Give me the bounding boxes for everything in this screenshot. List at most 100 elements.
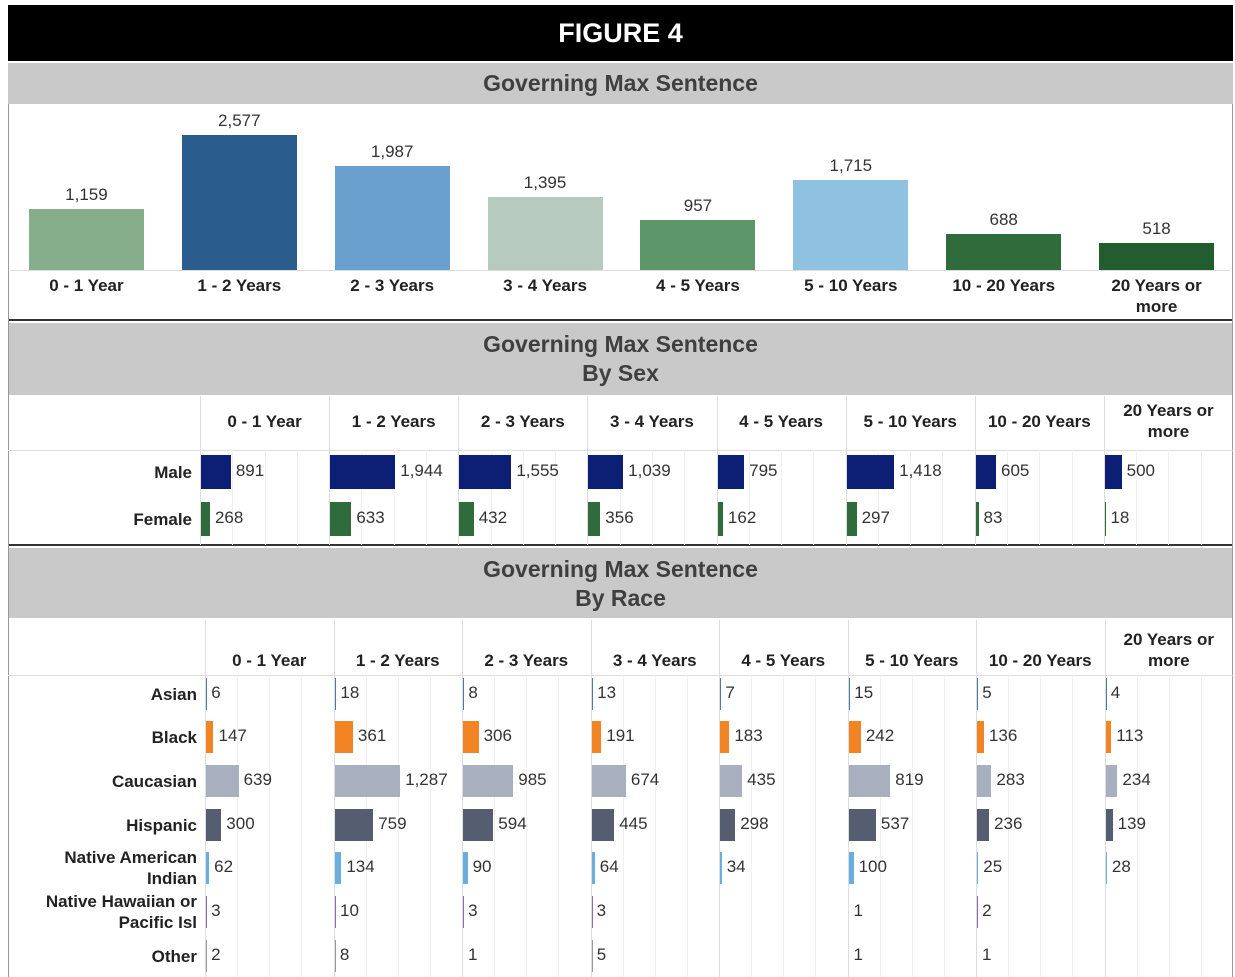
column-divider: [976, 620, 977, 977]
grid-line: [393, 450, 395, 545]
value-label: 500: [1126, 461, 1155, 480]
value-label: 64: [599, 857, 619, 876]
value-label: 162: [727, 508, 757, 527]
value-label: 1: [853, 945, 864, 964]
value-label: 1,944: [400, 461, 443, 480]
value-label: 1,395: [523, 172, 567, 192]
bar: [334, 809, 374, 841]
grid-line: [813, 450, 815, 545]
bar: [1099, 242, 1215, 270]
bar: [206, 765, 239, 797]
value-label: 537: [880, 814, 910, 833]
column-divider: [587, 396, 589, 545]
bar: [848, 809, 876, 841]
bar: [846, 502, 857, 536]
grid-line: [361, 450, 363, 545]
column-header: 2 - 3 Years: [480, 411, 565, 431]
category-label: 5 - 10 Years: [804, 276, 898, 295]
bar: [201, 502, 210, 536]
category-label: 0 - 1 Year: [49, 276, 124, 295]
bar: [720, 721, 730, 753]
column-header: 2 - 3 Years: [484, 651, 569, 670]
value-label: 361: [357, 726, 387, 745]
grid-line: [1136, 450, 1138, 545]
separator: [8, 319, 1233, 321]
grid-line: [622, 675, 624, 977]
category-label: 20 Years or more: [1111, 276, 1202, 316]
value-label: 819: [895, 770, 924, 789]
bar: [591, 678, 593, 710]
value-label: 891: [235, 461, 265, 480]
value-label: 8: [468, 683, 478, 702]
bar: [334, 721, 353, 753]
column-divider: [1104, 620, 1106, 977]
grid-line: [1040, 675, 1042, 977]
row-label: Asian: [150, 684, 197, 704]
grid-line: [1072, 675, 1074, 977]
bar: [463, 852, 468, 884]
value-label: 28: [1111, 857, 1131, 876]
section-subtitle: By Race: [575, 585, 666, 611]
bar: [977, 765, 992, 797]
value-label: 10: [340, 901, 359, 920]
value-label: 191: [606, 726, 635, 745]
value-label: 300: [226, 814, 255, 833]
grid-line: [296, 450, 298, 545]
column-divider: [329, 396, 331, 545]
value-label: 283: [996, 770, 1025, 789]
column-divider: [200, 396, 201, 545]
grid-line: [748, 450, 750, 545]
grid-line: [619, 450, 621, 545]
separator: [8, 544, 1233, 546]
grid-line: [494, 675, 496, 977]
grid-line: [654, 675, 656, 977]
row-label: Black: [151, 727, 197, 747]
bar: [975, 502, 979, 536]
value-label: 90: [472, 857, 492, 876]
grid-line: [397, 675, 399, 977]
value-label: 139: [1117, 814, 1146, 833]
value-label: 2: [211, 945, 221, 964]
bar: [334, 678, 336, 710]
value-label: 5: [596, 945, 607, 964]
bar: [1105, 721, 1112, 753]
grid-line: [911, 675, 913, 977]
bar: [459, 502, 474, 536]
grid-line: [264, 450, 266, 545]
value-label: 1: [853, 901, 864, 920]
value-label: 236: [994, 814, 1023, 833]
value-label: 1: [982, 945, 992, 964]
value-label: 18: [1110, 508, 1130, 527]
value-label: 518: [1142, 218, 1171, 238]
value-label: 1,039: [628, 461, 671, 480]
bar: [848, 852, 854, 884]
grid-line: [232, 450, 234, 545]
column-header: 20 Years or more: [1123, 401, 1214, 441]
bar: [334, 896, 335, 928]
grid-line: [555, 450, 557, 545]
bar: [977, 721, 984, 753]
grid-line: [1039, 450, 1041, 545]
bar: [977, 809, 990, 841]
column-header: 0 - 1 Year: [232, 651, 307, 670]
grid-line: [1168, 675, 1170, 977]
value-label: 62: [214, 857, 234, 876]
bar: [334, 852, 342, 884]
grid-line: [1007, 450, 1009, 545]
section-title-bar: Governing Max Sentence: [8, 61, 1233, 104]
value-label: 688: [989, 209, 1018, 229]
grid-line: [783, 675, 785, 977]
bar: [640, 219, 756, 270]
column-header: 0 - 1 Year: [227, 411, 302, 431]
category-label: 1 - 2 Years: [197, 276, 282, 295]
value-label: 2,577: [218, 110, 261, 130]
left-border: [8, 104, 9, 977]
grid-line: [1071, 450, 1073, 545]
column-header: 4 - 5 Years: [739, 411, 823, 431]
section-title-bar: Governing Max Sentence By Race: [8, 546, 1233, 618]
bar: [717, 455, 745, 489]
value-label: 356: [605, 508, 634, 527]
bar: [206, 809, 222, 841]
bar: [717, 502, 723, 536]
column-divider: [590, 620, 592, 977]
